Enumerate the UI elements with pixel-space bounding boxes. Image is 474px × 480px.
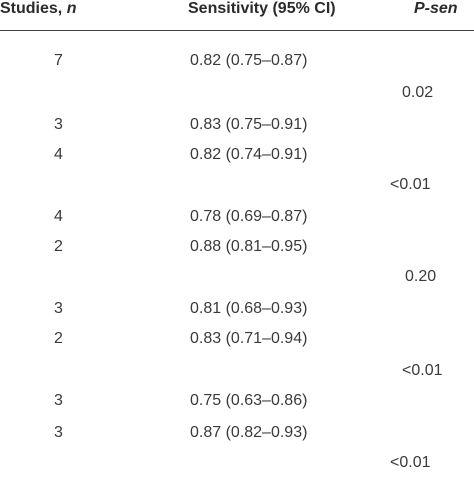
cell-sensitivity: 0.81 (0.68–0.93) — [190, 300, 308, 317]
table-row: 3 0.83 (0.75–0.91) — [0, 114, 474, 142]
cell-sensitivity: 0.82 (0.74–0.91) — [190, 146, 308, 163]
header-divider — [0, 30, 474, 31]
cell-sensitivity: 0.75 (0.63–0.86) — [190, 392, 308, 409]
cell-studies: 7 — [54, 52, 63, 69]
cell-studies: 4 — [54, 146, 63, 163]
table-row: 4 0.78 (0.69–0.87) — [0, 206, 474, 234]
table-row: 0.02 — [0, 82, 474, 110]
table-row: 2 0.88 (0.81–0.95) — [0, 236, 474, 264]
cell-studies: 2 — [54, 330, 63, 347]
table-header: Studies, n Sensitivity (95% CI) P-sen — [0, 0, 474, 30]
header-studies-label: Studies, — [0, 0, 67, 17]
header-sensitivity: Sensitivity (95% CI) — [188, 0, 336, 17]
cell-sensitivity: 0.87 (0.82–0.93) — [190, 424, 308, 441]
cell-sensitivity: 0.83 (0.71–0.94) — [190, 330, 308, 347]
cell-studies: 2 — [54, 238, 63, 255]
cell-psen: <0.01 — [402, 362, 443, 379]
cell-sensitivity: 0.78 (0.69–0.87) — [190, 208, 308, 225]
table-row: <0.01 — [0, 360, 474, 388]
cell-sensitivity: 0.82 (0.75–0.87) — [190, 52, 308, 69]
header-studies: Studies, n — [0, 0, 76, 20]
cell-psen: <0.01 — [390, 176, 431, 193]
cell-psen: 0.20 — [405, 268, 437, 285]
cell-studies: 3 — [54, 116, 63, 133]
cell-sensitivity: 0.88 (0.81–0.95) — [190, 238, 308, 255]
header-studies-var: n — [66, 0, 77, 17]
cell-studies: 4 — [54, 208, 63, 225]
cell-sensitivity: 0.83 (0.75–0.91) — [190, 116, 308, 133]
table-row: 3 0.75 (0.63–0.86) — [0, 390, 474, 418]
cell-studies: 3 — [54, 300, 63, 317]
table-row: 2 0.83 (0.71–0.94) — [0, 328, 474, 356]
table-row: 3 0.81 (0.68–0.93) — [0, 298, 474, 326]
table-row: 0.20 — [0, 266, 474, 294]
cell-studies: 3 — [54, 392, 63, 409]
cell-psen: <0.01 — [390, 454, 431, 471]
table-row: <0.01 — [0, 174, 474, 202]
table-row: 7 0.82 (0.75–0.87) — [0, 50, 474, 78]
cell-psen: 0.02 — [402, 84, 434, 101]
table-row: 4 0.82 (0.74–0.91) — [0, 144, 474, 172]
table-row: <0.01 — [0, 452, 474, 480]
table-row: 3 0.87 (0.82–0.93) — [0, 422, 474, 450]
header-psen: P-sen — [414, 0, 458, 17]
cell-studies: 3 — [54, 424, 63, 441]
